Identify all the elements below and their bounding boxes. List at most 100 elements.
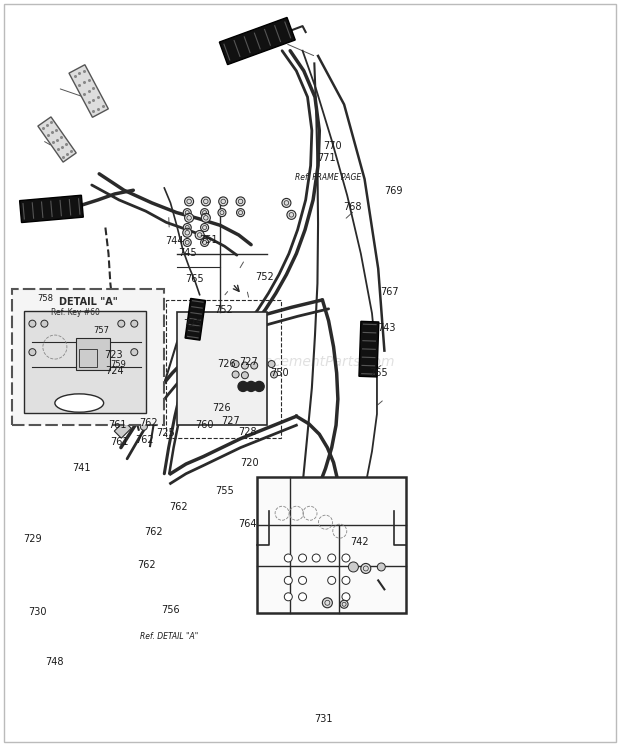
Text: Ref. FRAME PAGE: Ref. FRAME PAGE <box>296 173 361 182</box>
Text: 727: 727 <box>221 416 240 427</box>
Circle shape <box>312 554 320 562</box>
Circle shape <box>246 381 256 392</box>
Circle shape <box>237 209 244 216</box>
Circle shape <box>131 320 138 327</box>
Circle shape <box>340 601 348 608</box>
Text: 762: 762 <box>169 502 188 513</box>
Circle shape <box>299 554 306 562</box>
Text: 723: 723 <box>104 350 123 360</box>
Circle shape <box>140 423 148 430</box>
Bar <box>79 349 97 368</box>
Text: 771: 771 <box>317 153 335 163</box>
Circle shape <box>131 348 138 356</box>
Circle shape <box>195 231 204 239</box>
Text: 761: 761 <box>108 420 126 430</box>
Text: 767: 767 <box>380 287 399 298</box>
Text: 727: 727 <box>239 357 258 367</box>
Text: 728: 728 <box>238 427 257 437</box>
Text: eReplacementParts.com: eReplacementParts.com <box>225 355 395 369</box>
Circle shape <box>184 224 191 231</box>
Circle shape <box>201 239 208 246</box>
Text: 742: 742 <box>350 536 369 547</box>
Circle shape <box>241 362 249 369</box>
Circle shape <box>348 562 358 572</box>
Bar <box>257 477 406 613</box>
Circle shape <box>218 209 226 216</box>
Circle shape <box>145 414 153 421</box>
Circle shape <box>202 197 210 206</box>
Circle shape <box>342 593 350 601</box>
Bar <box>133 411 140 417</box>
Bar <box>12 289 164 425</box>
Circle shape <box>183 228 192 237</box>
Text: 762: 762 <box>144 527 162 537</box>
Text: 752: 752 <box>255 272 273 282</box>
Polygon shape <box>114 421 131 438</box>
Circle shape <box>285 593 292 601</box>
Text: 765: 765 <box>369 368 388 378</box>
Bar <box>177 312 267 425</box>
Polygon shape <box>69 65 108 117</box>
Text: 725: 725 <box>156 427 175 438</box>
Text: 731: 731 <box>314 714 333 724</box>
Circle shape <box>287 210 296 219</box>
Circle shape <box>184 239 191 246</box>
Circle shape <box>41 320 48 327</box>
Text: 759: 759 <box>110 360 126 369</box>
Circle shape <box>232 371 239 378</box>
Circle shape <box>185 213 193 222</box>
Circle shape <box>270 371 278 378</box>
Bar <box>166 300 281 438</box>
Ellipse shape <box>55 394 104 413</box>
Circle shape <box>342 577 350 584</box>
Text: 762: 762 <box>135 435 154 445</box>
Text: 755: 755 <box>215 486 234 496</box>
Text: 770: 770 <box>324 141 342 151</box>
Circle shape <box>285 554 292 562</box>
Text: 726: 726 <box>213 403 231 413</box>
Polygon shape <box>185 298 205 340</box>
Circle shape <box>328 554 335 562</box>
Text: 744: 744 <box>166 236 184 246</box>
Text: 768: 768 <box>343 202 362 213</box>
Circle shape <box>136 414 143 421</box>
Text: 764: 764 <box>238 519 257 530</box>
Circle shape <box>254 381 264 392</box>
Text: 725: 725 <box>183 319 202 329</box>
Polygon shape <box>20 195 83 222</box>
Text: 729: 729 <box>24 533 42 544</box>
Text: 757: 757 <box>93 326 109 335</box>
Text: 745: 745 <box>179 248 197 258</box>
Text: 741: 741 <box>73 463 91 474</box>
Polygon shape <box>38 117 76 162</box>
Circle shape <box>118 320 125 327</box>
Text: Ref. Key #60: Ref. Key #60 <box>51 308 100 317</box>
Text: 761: 761 <box>110 436 128 447</box>
Polygon shape <box>359 322 379 377</box>
Circle shape <box>236 197 245 206</box>
Text: 724: 724 <box>105 366 124 376</box>
Text: 769: 769 <box>384 186 403 196</box>
Text: 743: 743 <box>377 323 396 333</box>
Circle shape <box>322 598 332 608</box>
Text: 748: 748 <box>45 657 63 668</box>
Text: 760: 760 <box>195 420 213 430</box>
Circle shape <box>299 593 306 601</box>
Bar <box>76 338 110 371</box>
Text: 758: 758 <box>37 294 53 303</box>
Text: Ref. DETAIL "A": Ref. DETAIL "A" <box>140 632 198 641</box>
Circle shape <box>201 209 208 216</box>
Text: 762: 762 <box>138 560 156 570</box>
Circle shape <box>238 381 248 392</box>
Circle shape <box>378 563 385 571</box>
Circle shape <box>268 360 275 368</box>
Circle shape <box>285 577 292 584</box>
Circle shape <box>282 198 291 207</box>
Circle shape <box>250 362 258 369</box>
Text: 752: 752 <box>214 304 232 315</box>
Circle shape <box>342 554 350 562</box>
Polygon shape <box>118 408 136 424</box>
Circle shape <box>361 563 371 574</box>
Text: 750: 750 <box>270 368 289 378</box>
Circle shape <box>232 360 239 368</box>
